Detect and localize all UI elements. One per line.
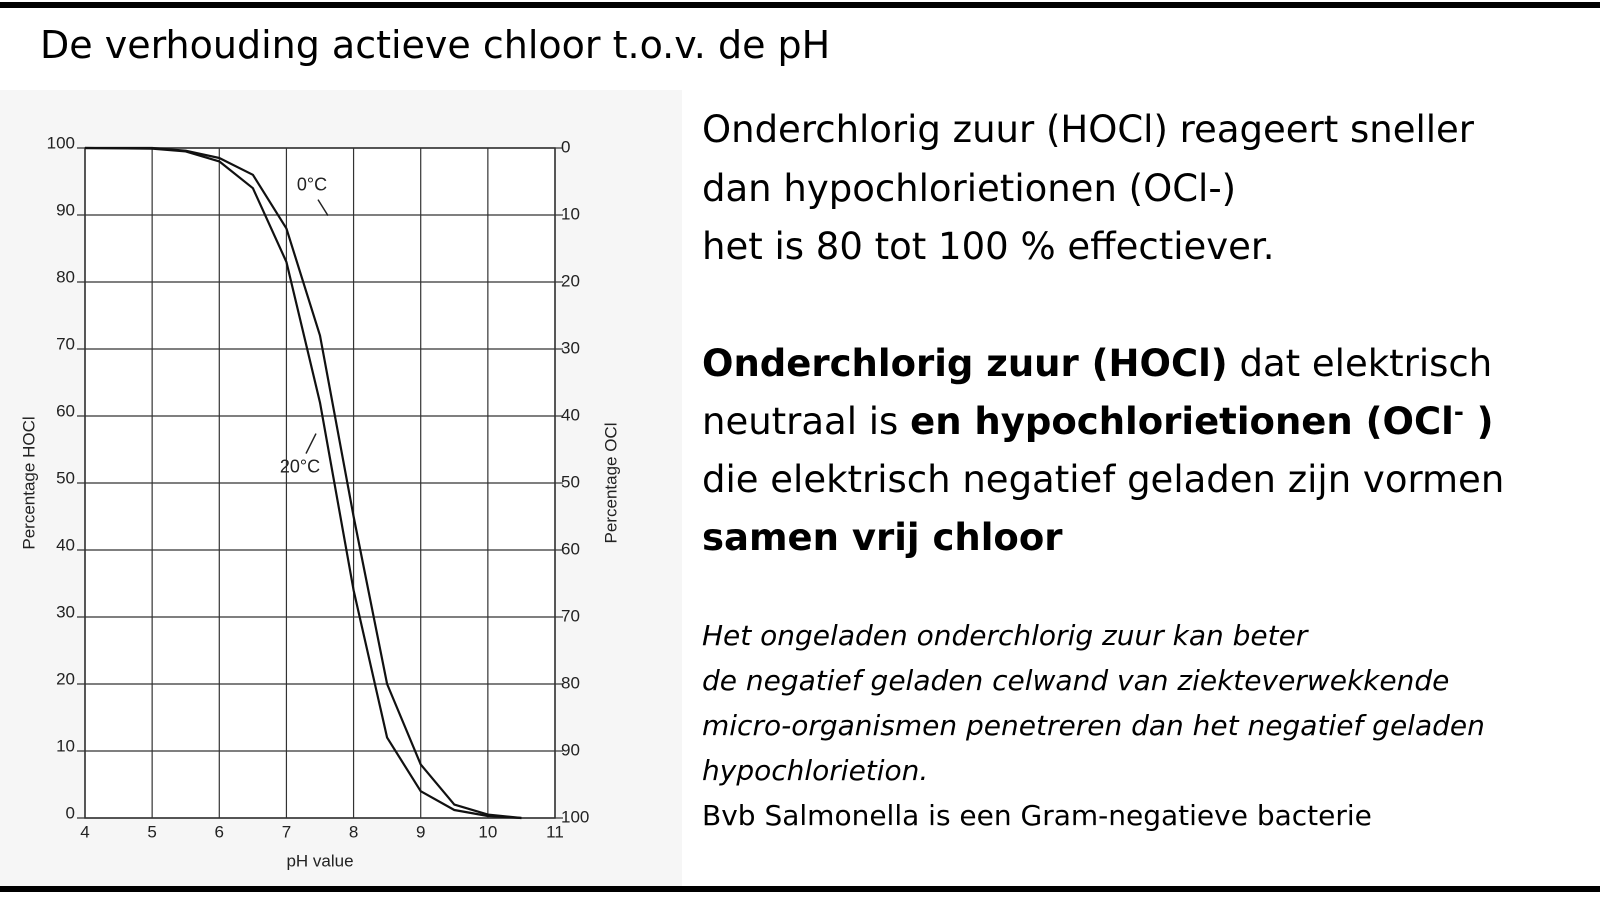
x-tick-label: 6 [215,822,224,841]
text-line: het is 80 tot 100 % effectiever. [702,225,1275,268]
y-tick-label: 80 [56,267,75,286]
text-line: dan hypochlorietionen (OCl-) [702,167,1236,210]
text-line: Het ongeladen onderchlorig zuur kan bete… [702,619,1309,652]
x-axis-label: pH value [286,851,353,870]
paragraph-1: Onderchlorig zuur (HOCl) reageert snelle… [702,108,1475,268]
y2-tick-label: 30 [561,338,580,357]
y2-tick-label: 70 [561,606,580,625]
text-line: Bvb Salmonella is een Gram-negatieve bac… [702,799,1372,832]
superscript: - [1454,398,1464,426]
text-line: Onderchlorig zuur (HOCl) dat elektrisch [702,342,1492,385]
series-line [85,146,522,820]
text-run: dat elektrisch [1228,342,1493,385]
chart: 4 5 6 7 8 9 10 11 0 10 20 30 40 50 60 70 80 90 100 0 10 20 30 4… [19,133,620,870]
y-tick-label: 20 [56,669,75,688]
y-tick-label: 90 [56,200,75,219]
y2-axis-label: Percentage OCl [601,423,620,544]
y-tick-label: 40 [56,535,75,554]
text-line: neutraal is en hypochlorietionen (OCl- ) [702,398,1494,443]
x-tick-label: 4 [80,822,89,841]
x-tick-label: 8 [349,822,358,841]
x-tick-label: 10 [478,822,497,841]
y-tick-label: 60 [56,401,75,420]
text-run: Onderchlorig zuur (HOCl) [702,342,1228,385]
paragraph-3: Het ongeladen onderchlorig zuur kan bete… [702,619,1485,832]
top-border [0,2,1600,8]
x-tick-label: 7 [282,822,291,841]
y2-tick-label: 10 [561,204,580,223]
text-run: ) [1464,400,1494,443]
y2-tick-label: 60 [561,539,580,558]
y-tick-label: 50 [56,468,75,487]
y-tick-label: 10 [56,736,75,755]
slide-title: De verhouding actieve chloor t.o.v. de p… [40,23,830,67]
paragraph-2: Onderchlorig zuur (HOCl) dat elektrisch … [702,342,1504,559]
text-line: samen vrij chloor [702,516,1063,559]
y2-tick-label: 0 [561,137,570,156]
y-tick-label: 100 [47,133,75,152]
y-tick-label: 30 [56,602,75,621]
text-line: micro-organismen penetreren dan het nega… [702,709,1485,742]
y2-tick-label: 80 [561,673,580,692]
y2-tick-label: 90 [561,740,580,759]
y-axis-label: Percentage HOCl [19,416,38,549]
y2-tick-label: 20 [561,271,580,290]
bottom-border [0,886,1600,892]
y-tick-label: 0 [66,803,75,822]
x-tick-label: 5 [147,822,156,841]
x-tick-label: 9 [416,822,425,841]
curve-label: 20°C [280,456,320,476]
y2-tick-label: 100 [561,807,589,826]
text-line: die elektrisch negatief geladen zijn vor… [702,458,1504,501]
text-line: hypochlorietion. [702,754,928,787]
text-line: de negatief geladen celwand van ziekteve… [702,664,1449,697]
y-tick-label: 70 [56,334,75,353]
text-run: en hypochlorietionen (OCl [910,400,1454,443]
curve-arrow [317,199,329,216]
curve-label: 0°C [297,174,327,194]
curve-arrow [305,433,317,454]
y2-tick-label: 40 [561,405,580,424]
text-line: Onderchlorig zuur (HOCl) reageert snelle… [702,108,1475,151]
x-tick-label: 11 [546,822,564,841]
text-run: neutraal is [702,400,910,443]
y2-tick-label: 50 [561,472,580,491]
